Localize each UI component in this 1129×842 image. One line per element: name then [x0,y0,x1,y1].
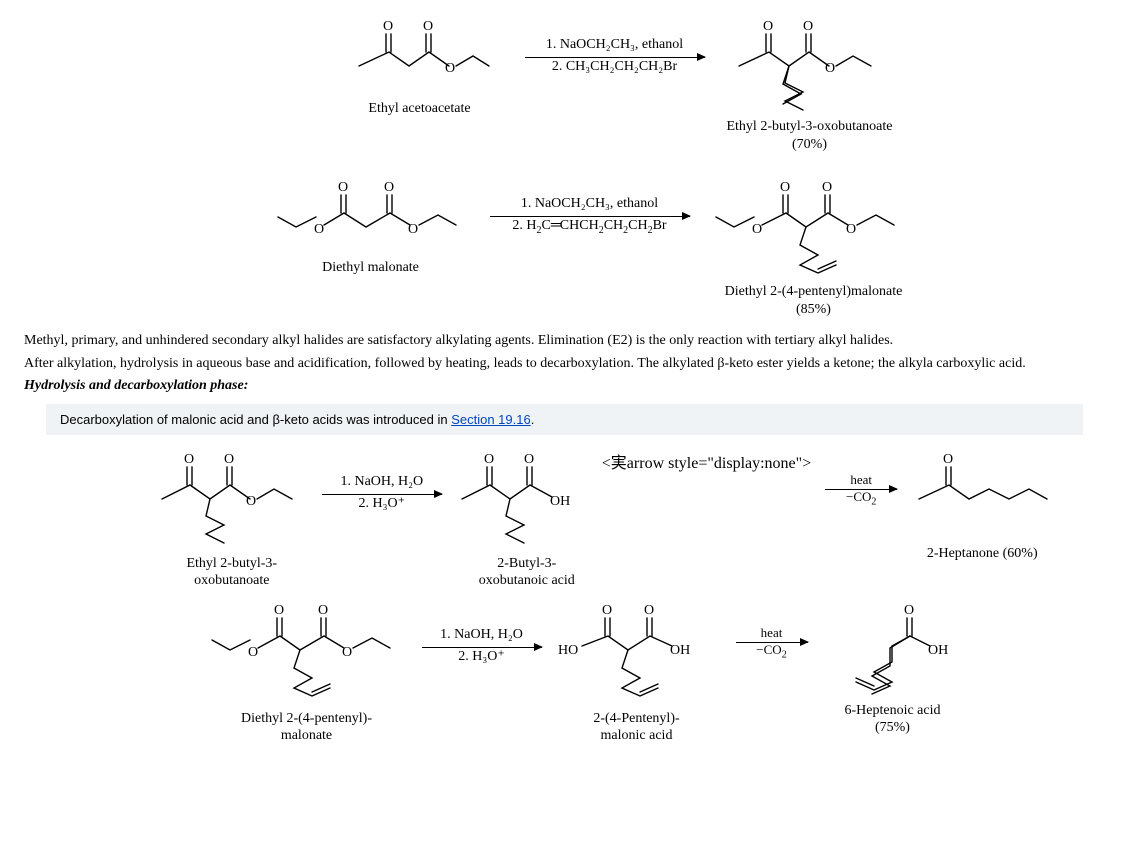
r4-mid-struct: O O HO OH 2-(4-Pentenyl)- malonic acid [552,600,722,745]
svg-text:O: O [602,603,612,618]
r1-product-label: Ethyl 2-butyl-3-oxobutanoate (70%) [726,118,892,153]
phase-heading: Hydrolysis and decarboxylation phase: [24,378,1105,394]
r3-start-label: Ethyl 2-butyl-3- oxobutanoate [186,555,277,590]
reaction-1: O O O Ethyl acetoacetate 1. NaOCH₂CH₃, e… [120,16,1119,153]
r4-product-label: 6-Heptenoic acid (75%) [844,702,940,737]
r4-co2: −CO2 [752,643,790,661]
svg-text:OH: OH [550,494,570,509]
svg-text:O: O [274,603,284,618]
r2-product-struct: O O O O Diethyl 2-(4-pentenyl)malonate (… [704,177,924,318]
r1-start-struct: O O O Ethyl acetoacetate [345,16,495,118]
r2-product-yield: (85%) [796,302,831,317]
r4-start-label: Diethyl 2-(4-pentenyl)- malonate [241,710,372,745]
r3-reagent1: 1. NaOH, H₂O [332,473,431,492]
svg-text:O: O [248,645,258,660]
r4-product-svg: O OH [818,600,968,696]
r4-reagent1: 1. NaOH, H₂O [432,626,531,645]
r1-product-yield: (70%) [792,137,827,152]
paragraph-2: After alkylation, hydrolysis in aqueous … [24,355,1105,374]
svg-text:O: O [825,61,835,76]
reaction-4: O O O O Diethyl 2-(4-pentenyl)- malonate [50,600,1119,745]
svg-text:O: O [338,180,348,195]
r4-start-svg: O O O O [202,600,412,704]
svg-text:O: O [224,452,234,467]
r4-product-yield: (75%) [875,720,910,735]
r2-reagent1: 1. NaOCH₂CH₃, ethanol [513,195,666,214]
svg-text:OH: OH [670,643,690,658]
paragraph-1: Methyl, primary, and unhindered secondar… [24,332,1105,351]
r3-arrow2: heat −CO2 [825,473,897,508]
r3-product-label: 2-Heptanone (60%) [927,545,1038,563]
svg-text:O: O [822,180,832,195]
r2-start-label: Diethyl malonate [322,259,419,277]
r3-start-svg: O O O [152,449,312,549]
r4-mid-label: 2-(4-Pentenyl)- malonic acid [593,710,679,745]
r2-product-name: Diethyl 2-(4-pentenyl)malonate [725,284,903,299]
callout-suffix: . [531,412,535,427]
reaction-3: O O O Ethyl 2-butyl-3- oxobutanoate 1. N… [90,449,1119,590]
r2-product-svg: O O O O [704,177,924,277]
ethyl-acetoacetate-svg: O O O [345,16,495,94]
callout-box: Decarboxylation of malonic acid and β-ke… [46,404,1083,435]
r1-arrow: 1. NaOCH₂CH₃, ethanol 2. CH₃CH₂CH₂CH₂Br [525,36,705,77]
r4-heat: heat [757,626,787,640]
svg-text:O: O [752,222,762,237]
svg-text:HO: HO [558,643,578,658]
svg-text:O: O [763,19,773,34]
svg-text:O: O [318,603,328,618]
svg-text:O: O [904,603,914,618]
r4-mid-svg: O O HO OH [552,600,722,704]
svg-text:O: O [780,180,790,195]
r4-arrow1: 1. NaOH, H₂O 2. H₃O⁺ [422,626,542,667]
r1-reagent1: 1. NaOCH₂CH₃, ethanol [538,36,691,55]
r3-mid-svg: O O OH [452,449,602,549]
r1-product-svg: O O O [725,16,895,112]
r4-reagent2: 2. H₃O⁺ [450,648,513,667]
r2-arrow: 1. NaOCH₂CH₃, ethanol 2. H2C═CHCH2CH2CH2… [490,195,690,237]
svg-text:O: O [524,452,534,467]
svg-text:O: O [644,603,654,618]
svg-text:O: O [384,180,394,195]
svg-text:O: O [184,452,194,467]
reaction-2: O O O O Diethyl malonate 1. NaOCH₂CH₃, e… [70,177,1119,318]
r3-start-struct: O O O Ethyl 2-butyl-3- oxobutanoate [152,449,312,590]
svg-text:O: O [803,19,813,34]
r2-reagent2: 2. H2C═CHCH2CH2CH2Br [504,217,674,237]
r2-start-struct: O O O O Diethyl malonate [266,177,476,277]
r3-arrow1: 1. NaOH, H₂O 2. H₃O⁺ [322,473,442,514]
r1-start-label: Ethyl acetoacetate [368,100,470,118]
r1-product-struct: O O O [725,16,895,153]
r1-reagent2: 2. CH₃CH₂CH₂CH₂Br [544,58,685,77]
callout-prefix: Decarboxylation of malonic acid and β-ke… [60,412,451,427]
svg-text:O: O [246,494,256,509]
r3-co2: −CO2 [842,490,880,508]
r3-reagent2: 2. H₃O⁺ [351,495,414,514]
page: O O O Ethyl acetoacetate 1. NaOCH₂CH₃, e… [0,0,1129,765]
svg-text:O: O [408,222,418,237]
diethyl-malonate-svg: O O O O [266,177,476,253]
svg-text:O: O [445,61,455,76]
r4-product-struct: O OH 6-Heptenoic acid (75%) [818,600,968,737]
svg-text:O: O [383,19,393,34]
svg-text:O: O [342,645,352,660]
callout-link[interactable]: Section 19.16 [451,412,531,427]
svg-text:O: O [484,452,494,467]
r4-arrow2: heat −CO2 [736,626,808,661]
r4-product-name: 6-Heptenoic acid [844,703,940,718]
svg-text:O: O [314,222,324,237]
r3-product-struct: O 2-Heptanone (60%) [907,449,1057,563]
r3-heat: heat [846,473,876,487]
r2-product-label: Diethyl 2-(4-pentenyl)malonate (85%) [725,283,903,318]
svg-text:O: O [423,19,433,34]
r3-product-svg: O [907,449,1057,539]
svg-text:O: O [846,222,856,237]
r3-mid-struct: O O OH 2-Butyl-3- oxobutanoic acid [452,449,602,590]
r4-start-struct: O O O O Diethyl 2-(4-pentenyl)- malonate [202,600,412,745]
svg-text:OH: OH [928,643,948,658]
r1-product-name: Ethyl 2-butyl-3-oxobutanoate [726,119,892,134]
svg-text:O: O [943,452,953,467]
r3-mid-label: 2-Butyl-3- oxobutanoic acid [479,555,575,590]
